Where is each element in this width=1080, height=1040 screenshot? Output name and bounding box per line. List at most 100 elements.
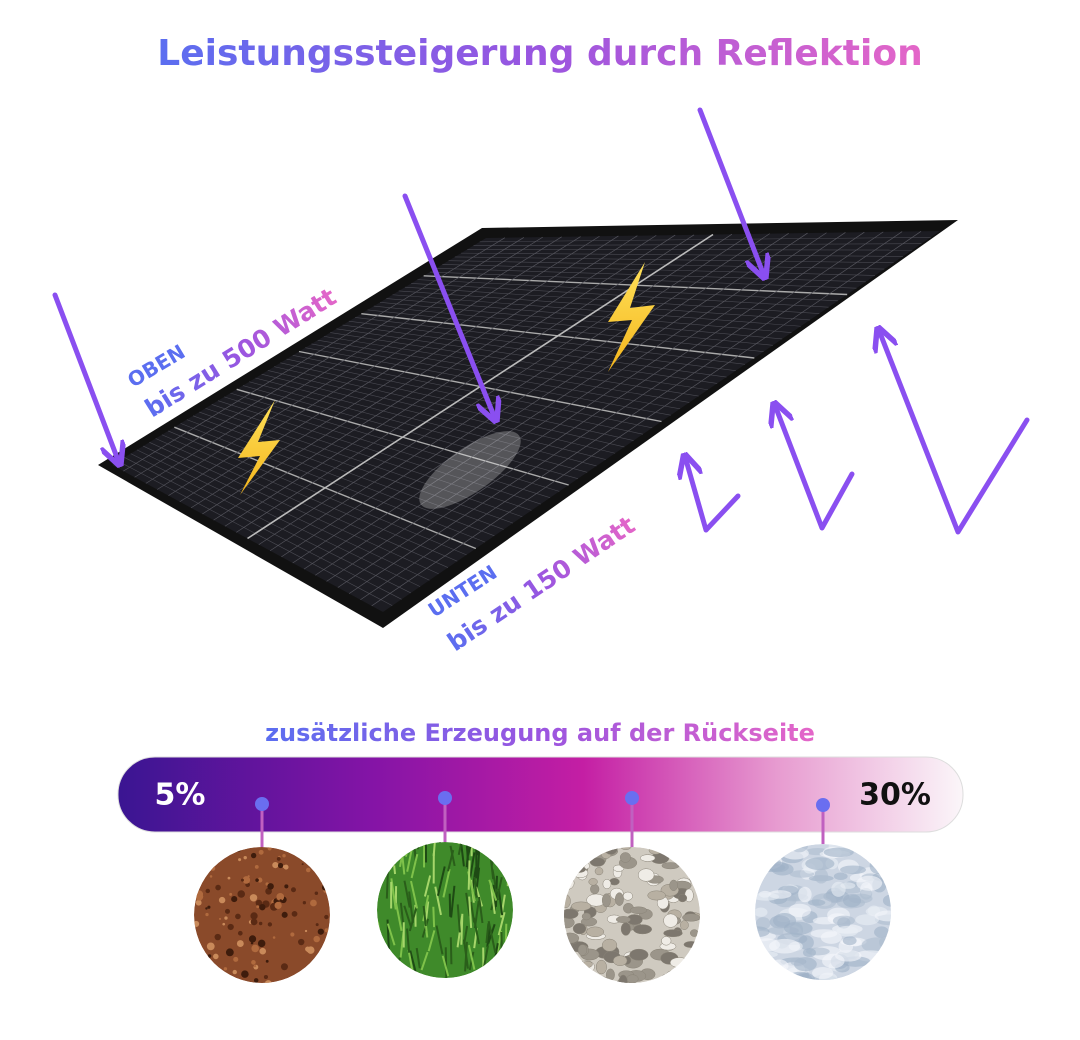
pebble: [618, 974, 628, 983]
soil-grain: [282, 854, 286, 858]
soil-grain: [323, 847, 327, 848]
snow-patch: [808, 899, 826, 906]
reflection-ray: [776, 408, 855, 531]
soil-grain: [194, 877, 196, 882]
grass-blade: [490, 888, 498, 911]
soil-grain: [194, 920, 200, 928]
grass-blade: [434, 886, 442, 916]
snow-patch: [871, 957, 886, 965]
pebble: [571, 901, 592, 911]
soil-grain: [305, 867, 311, 873]
grass-blade: [512, 869, 513, 900]
soil-grain: [227, 876, 231, 880]
pebble: [601, 938, 618, 952]
snow-patch: [830, 978, 846, 980]
snow-patch: [767, 861, 789, 873]
snow-patch: [842, 936, 857, 946]
soil-grain: [205, 912, 209, 917]
pebble: [629, 948, 649, 961]
snow-patch: [856, 875, 883, 891]
pebble: [595, 959, 607, 975]
pebble: [689, 872, 700, 884]
grass-blade: [478, 896, 484, 924]
cell-line: [337, 231, 865, 588]
grass-blade: [496, 876, 503, 900]
pebble: [565, 977, 577, 983]
grass-blade: [465, 892, 471, 917]
soil-grain: [231, 896, 238, 903]
soil-grain: [207, 954, 212, 958]
soil-grain: [227, 923, 234, 931]
pebble: [620, 922, 631, 936]
snow-patch: [832, 915, 855, 926]
lightning-icon: [608, 262, 655, 372]
glare: [419, 431, 521, 509]
snow-patch: [788, 903, 811, 918]
grass-blade: [403, 880, 411, 908]
snow-patch: [878, 935, 891, 949]
soil-grain: [251, 960, 256, 965]
snow-patch: [840, 882, 856, 889]
soil-grain: [195, 899, 202, 906]
snow-patch: [785, 971, 816, 980]
soil-grain: [213, 953, 219, 960]
snow-patch: [842, 893, 861, 908]
soil-grain: [229, 892, 233, 896]
soil-grain: [259, 903, 266, 911]
grass-blade: [467, 860, 471, 890]
grass-blade: [408, 906, 418, 932]
grass-blade: [501, 842, 508, 862]
snow-patch: [755, 855, 772, 864]
soil-grain: [277, 862, 284, 869]
snow-patch: [768, 968, 790, 980]
soil-grain: [288, 847, 293, 850]
grass-blade: [467, 944, 476, 970]
soil-grain: [195, 890, 204, 899]
grass-blade: [456, 904, 461, 933]
grass-blade: [487, 920, 497, 954]
pebble: [664, 970, 684, 983]
pebble: [619, 847, 632, 851]
sun-ray: [402, 193, 494, 416]
soil-grain: [218, 896, 226, 904]
grass-blade: [468, 896, 473, 929]
grass-blade: [459, 842, 465, 867]
grass-blade: [395, 902, 403, 932]
soil-grain: [205, 888, 211, 894]
cell-line: [123, 237, 506, 472]
pebble: [687, 954, 700, 963]
soil-grain: [267, 847, 272, 851]
snow-patch: [759, 974, 776, 980]
cell-line: [292, 233, 789, 564]
soil-grain: [222, 974, 229, 981]
grass-blade: [406, 928, 411, 953]
soil-grain: [207, 847, 215, 851]
grass-blade: [469, 901, 476, 923]
pebble: [589, 976, 610, 983]
snow-patch: [833, 872, 848, 881]
pebble: [615, 916, 631, 923]
pebble: [602, 879, 612, 890]
surface-texture: [194, 847, 330, 983]
snow-patch: [757, 970, 775, 980]
grass-blade: [511, 854, 513, 878]
soil-grain: [317, 928, 324, 935]
pebble: [582, 960, 593, 968]
soil-grain: [290, 887, 296, 893]
cell-line: [156, 236, 562, 490]
grass-blade: [415, 947, 421, 969]
soil-grain: [196, 953, 200, 957]
soil-grain: [321, 884, 328, 891]
cell-line: [281, 233, 770, 558]
pebble: [694, 938, 700, 950]
grass-blade: [486, 927, 491, 948]
cell-line: [315, 232, 827, 576]
snow-patch: [768, 938, 801, 954]
soil-grain: [324, 928, 329, 933]
soil-grain: [207, 905, 211, 909]
grass-blade: [410, 853, 419, 879]
marker-dot: [255, 797, 269, 811]
soil-grain: [279, 899, 282, 902]
snow-patch: [755, 939, 763, 954]
